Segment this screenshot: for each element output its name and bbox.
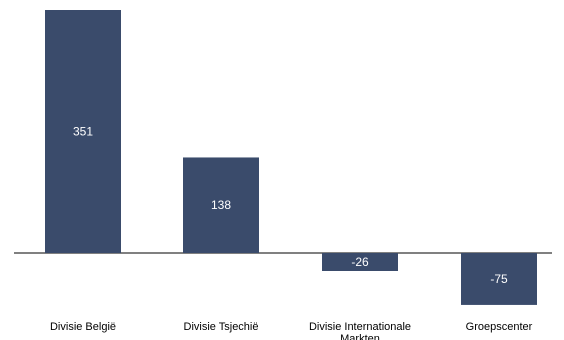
bar-4 <box>461 253 537 305</box>
data-labels-group: 351 138 -26 -75 <box>73 125 508 286</box>
category-labels-group: Divisie België Divisie Tsjechië Divisie In… <box>50 321 533 340</box>
bar-2 <box>183 157 259 253</box>
bar-1 <box>45 10 121 253</box>
category-label-3: Divisie Internationale Markten <box>309 321 411 340</box>
category-label-line: Markten <box>340 333 380 340</box>
category-label-line: Groepscenter <box>466 321 533 333</box>
bar-3 <box>322 253 398 271</box>
category-label-2: Divisie Tsjechië <box>184 321 259 333</box>
category-label-4: Groepscenter <box>466 321 533 333</box>
data-label-4: -75 <box>490 272 508 286</box>
data-label-3: -26 <box>351 255 369 269</box>
data-label-2: 138 <box>211 198 231 212</box>
category-label-line: Divisie Internationale <box>309 321 411 333</box>
category-label-1: Divisie België <box>50 321 116 333</box>
category-label-line: Divisie Tsjechië <box>184 321 259 333</box>
bars-group <box>45 10 537 305</box>
data-label-1: 351 <box>73 125 93 139</box>
category-label-line: Divisie België <box>50 321 116 333</box>
